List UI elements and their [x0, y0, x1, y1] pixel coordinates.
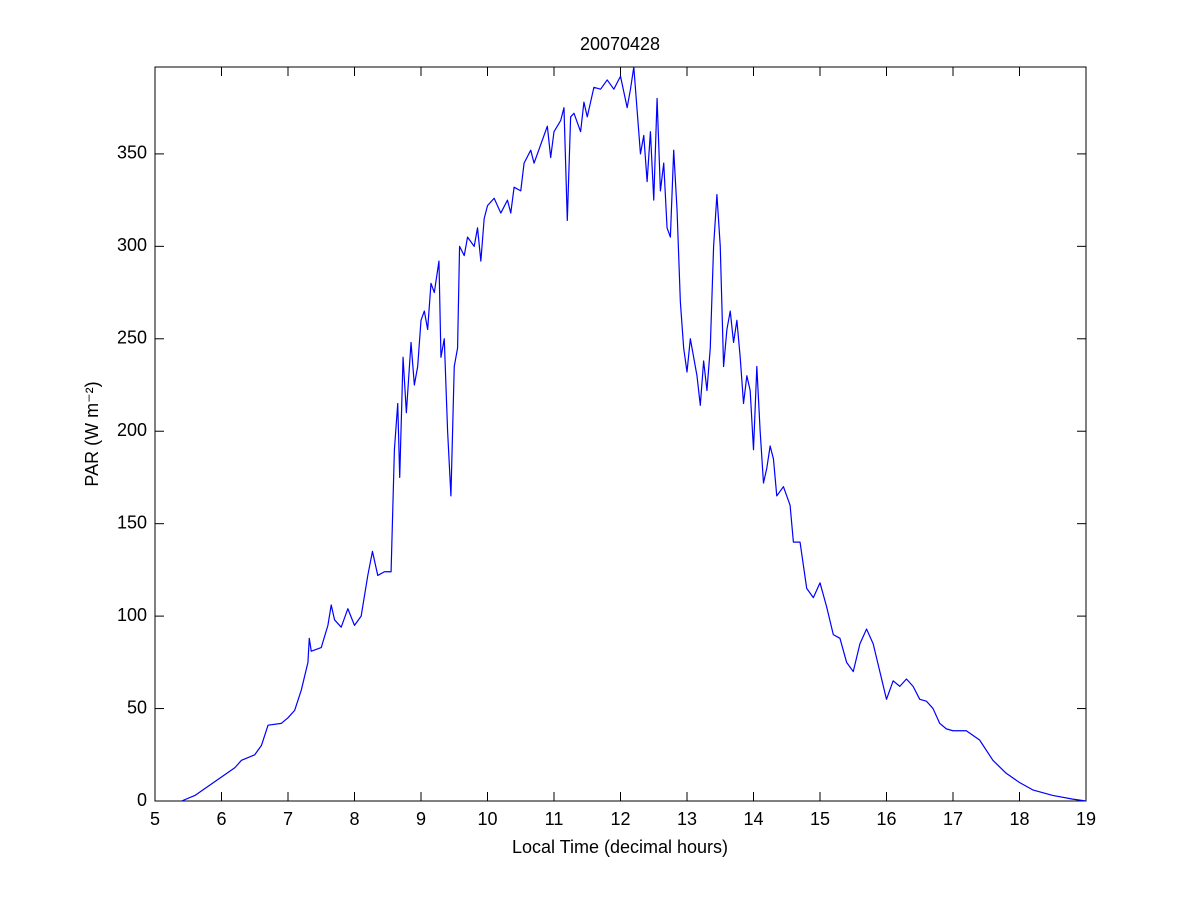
chart-title: 20070428	[580, 34, 660, 54]
y-tick-label: 250	[117, 328, 147, 348]
y-tick-label: 0	[137, 790, 147, 810]
y-tick-label: 350	[117, 143, 147, 163]
x-tick-label: 19	[1076, 809, 1096, 829]
x-tick-label: 16	[876, 809, 896, 829]
x-tick-label: 6	[216, 809, 226, 829]
x-tick-label: 13	[677, 809, 697, 829]
x-tick-label: 8	[349, 809, 359, 829]
x-tick-label: 17	[943, 809, 963, 829]
x-axis-label: Local Time (decimal hours)	[512, 837, 728, 857]
x-tick-label: 7	[283, 809, 293, 829]
x-tick-label: 9	[416, 809, 426, 829]
x-tick-label: 10	[477, 809, 497, 829]
data-line	[181, 66, 1087, 802]
x-tick-label: 14	[743, 809, 763, 829]
x-tick-label: 12	[610, 809, 630, 829]
y-tick-label: 200	[117, 420, 147, 440]
x-tick-label: 18	[1009, 809, 1029, 829]
x-tick-label: 5	[150, 809, 160, 829]
y-tick-label: 50	[127, 697, 147, 717]
x-tick-label: 15	[810, 809, 830, 829]
y-tick-label: 100	[117, 605, 147, 625]
y-tick-label: 300	[117, 235, 147, 255]
y-tick-label: 150	[117, 512, 147, 532]
x-tick-label: 11	[545, 809, 564, 829]
y-axis-label: PAR (W m⁻²)	[82, 381, 102, 486]
plot-frame	[154, 66, 1087, 802]
